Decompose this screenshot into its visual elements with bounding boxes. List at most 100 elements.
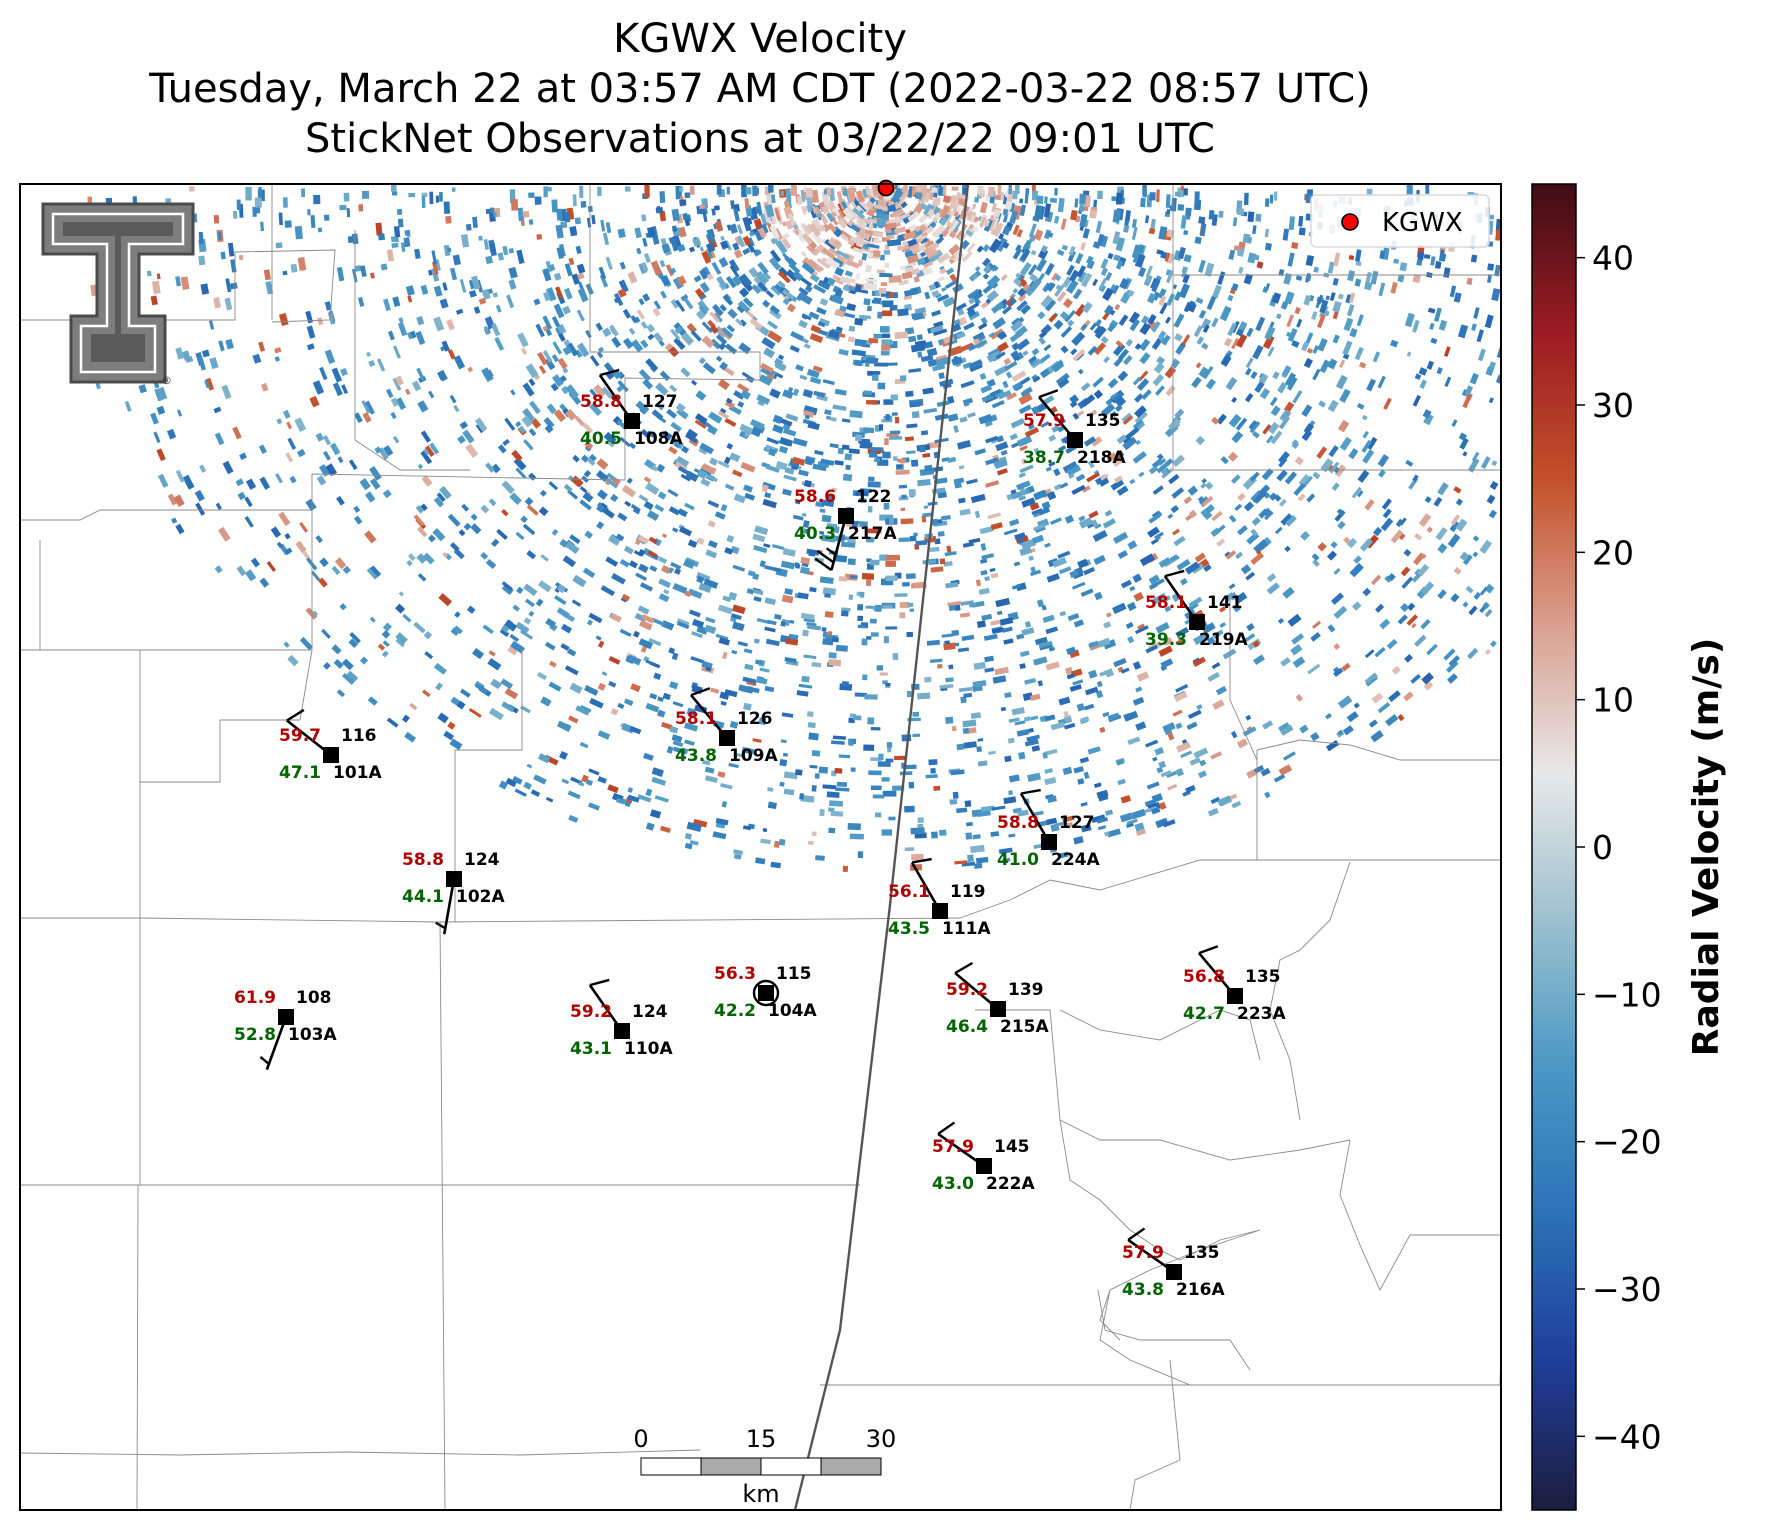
radar-gate — [556, 208, 563, 221]
radar-gate — [596, 351, 604, 359]
radar-gate — [218, 340, 225, 352]
radar-gate — [1097, 233, 1105, 245]
radar-gate — [930, 768, 936, 774]
radar-gate — [968, 310, 980, 321]
radar-gate — [808, 549, 816, 557]
radar-gate — [845, 259, 860, 269]
radar-gate — [774, 613, 782, 620]
radar-gate — [463, 522, 472, 531]
radar-gate — [1171, 487, 1185, 499]
radar-gate — [978, 587, 990, 595]
radar-gate — [1112, 231, 1121, 245]
radar-gate — [828, 247, 841, 257]
radar-gate — [957, 316, 968, 327]
radar-gate — [829, 443, 839, 449]
radar-gate — [1198, 366, 1209, 378]
radar-gate — [970, 493, 986, 504]
radar-gate — [543, 416, 555, 429]
radar-gate — [1148, 574, 1160, 585]
radar-gate — [792, 437, 808, 447]
colorbar-label: Radial Velocity (m/s) — [1686, 638, 1727, 1057]
colorbar-tick-label: −40 — [1592, 1417, 1662, 1456]
radar-gate — [496, 528, 508, 541]
radar-gate — [888, 291, 895, 298]
radar-gate — [588, 802, 600, 811]
radar-gate — [509, 492, 522, 505]
radar-gate — [559, 750, 568, 760]
radar-gate — [1015, 184, 1020, 194]
station-temperature: 59.2 — [570, 1002, 612, 1022]
radar-gate — [1158, 645, 1173, 657]
radar-gate — [669, 725, 679, 734]
radar-gate — [1147, 526, 1160, 538]
station-id: 110A — [624, 1039, 673, 1059]
radar-gate — [687, 539, 698, 549]
radar-gate — [821, 499, 835, 508]
radar-gate — [778, 266, 789, 278]
radar-gate — [849, 833, 864, 840]
radar-gate — [661, 565, 671, 574]
radar-gate — [442, 552, 449, 558]
radar-gate — [548, 264, 556, 272]
radar-gate — [657, 556, 668, 564]
radar-gate — [1010, 320, 1024, 332]
radar-gate — [805, 187, 814, 198]
radar-gate — [1175, 741, 1191, 753]
radar-gate — [1489, 480, 1499, 490]
radar-gate — [718, 257, 729, 268]
radar-gate — [1484, 608, 1493, 618]
radar-gate — [408, 192, 416, 198]
radar-gate — [991, 400, 1005, 409]
radar-gate — [1406, 614, 1418, 626]
radar-gate — [1073, 766, 1084, 774]
radar-gate — [878, 424, 884, 431]
radar-gate — [877, 382, 886, 390]
radar-gate — [432, 528, 446, 542]
radar-gate — [1302, 475, 1313, 488]
radar-gate — [1242, 633, 1256, 644]
radar-gate — [918, 445, 926, 453]
radar-gate — [967, 412, 976, 418]
radar-gate — [1436, 366, 1443, 375]
radar-gate — [869, 618, 877, 624]
radar-gate — [699, 281, 710, 293]
radar-gate — [879, 326, 890, 333]
radar-gate — [376, 358, 386, 372]
radar-gate — [539, 489, 547, 497]
radar-gate — [1016, 633, 1025, 640]
radar-gate — [1095, 220, 1103, 234]
radar-gate — [974, 196, 980, 203]
radar-gate — [1242, 726, 1257, 737]
radar-gate — [799, 374, 808, 381]
radar-gate — [1030, 358, 1042, 369]
radar-gate — [707, 540, 718, 549]
radar-gate — [943, 642, 956, 651]
radar-gate — [951, 186, 959, 191]
radar-gate — [1030, 566, 1036, 573]
radar-gate — [1183, 254, 1192, 263]
radar-gate — [898, 537, 910, 543]
radar-gate — [779, 418, 793, 427]
radar-gate — [310, 215, 316, 228]
radar-gate — [296, 448, 306, 458]
radar-gate — [894, 331, 908, 340]
radar-gate — [881, 419, 886, 423]
radar-gate — [597, 346, 605, 353]
radar-gate — [1279, 498, 1287, 507]
radar-gate — [1346, 304, 1355, 317]
radar-gate — [530, 789, 541, 797]
radar-gate — [1237, 247, 1245, 257]
radar-gate — [874, 371, 881, 375]
radar-gate — [1199, 759, 1207, 767]
station-wind-direction: 135 — [1245, 967, 1281, 987]
radar-gate — [395, 638, 405, 648]
radar-gate — [358, 204, 364, 212]
radar-gate — [767, 787, 774, 792]
radar-gate — [658, 340, 665, 347]
radar-gate — [849, 575, 858, 579]
radar-gate — [991, 627, 1005, 634]
radar-gate — [676, 407, 689, 420]
radar-gate — [1379, 618, 1391, 630]
radar-gate — [879, 554, 889, 561]
radar-gate — [252, 353, 262, 364]
